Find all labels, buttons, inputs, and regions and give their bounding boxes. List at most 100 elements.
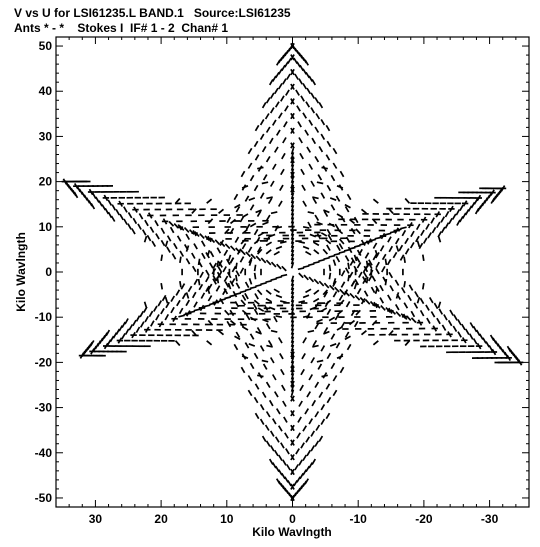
uv-point (323, 330, 330, 335)
uv-point (290, 213, 295, 220)
uv-point (240, 299, 247, 306)
uv-point (322, 289, 329, 296)
uv-point (354, 244, 361, 248)
uv-point (428, 296, 434, 304)
uv-point (275, 294, 283, 299)
uv-point (253, 299, 260, 306)
uv-point (262, 363, 268, 370)
y-tick-label: -50 (35, 491, 53, 505)
uv-point (158, 321, 164, 328)
uv-point (290, 303, 295, 311)
uv-point (314, 301, 320, 309)
uv-point (273, 146, 279, 153)
uv-point (310, 92, 316, 99)
uv-point (164, 313, 170, 321)
uv-point (138, 213, 144, 220)
uv-point (166, 235, 172, 242)
uv-point (338, 294, 344, 301)
uv-point (305, 250, 312, 256)
uv-point (332, 162, 338, 169)
uv-point (451, 213, 457, 220)
uv-point (154, 219, 159, 227)
uv-point (254, 124, 260, 132)
uv-point (359, 242, 366, 246)
uv-point (290, 192, 295, 200)
uv-point (294, 464, 299, 471)
uv-point (404, 197, 411, 204)
uv-point (290, 439, 295, 446)
uv-point (290, 142, 295, 149)
uv-point (290, 468, 295, 476)
uv-point (468, 333, 474, 340)
uv-point (245, 251, 251, 258)
uv-point (290, 156, 295, 164)
y-tick-label: 20 (39, 175, 53, 189)
uv-point (314, 381, 320, 389)
uv-point (160, 239, 166, 247)
uv-point (209, 250, 215, 258)
uv-point (440, 226, 446, 234)
uv-point (151, 240, 157, 248)
uv-point (197, 258, 201, 266)
uv-point (365, 260, 369, 268)
uv-point (344, 206, 350, 213)
uv-point (386, 258, 392, 266)
uv-point (290, 454, 295, 461)
uv-point (257, 374, 264, 378)
uv-point (444, 222, 450, 229)
uv-point (310, 180, 316, 187)
uv-point (297, 267, 305, 271)
uv-point (281, 152, 286, 160)
uv-point (267, 197, 273, 205)
uv-point (244, 288, 252, 292)
uv-point (123, 218, 128, 225)
uv-point (143, 301, 148, 309)
uv-point (336, 213, 344, 218)
uv-point (441, 324, 447, 331)
uv-point (277, 112, 283, 119)
uv-point (169, 226, 175, 234)
uv-point (392, 251, 398, 259)
uv-point (349, 259, 355, 266)
uv-point (165, 301, 170, 309)
uv-point (191, 330, 197, 336)
uv-point (343, 248, 351, 252)
uv-point (200, 240, 206, 247)
uv-point (300, 168, 305, 176)
uv-point (290, 180, 295, 188)
uv-point (255, 255, 262, 262)
uv-point (254, 412, 260, 420)
uv-point (384, 258, 388, 266)
plot-frame (55, 36, 530, 508)
uv-point (306, 391, 312, 398)
uv-point (224, 281, 230, 288)
uv-point (300, 95, 305, 102)
uv-point (280, 368, 285, 376)
uv-point (325, 383, 331, 390)
uv-point (297, 416, 302, 423)
uv-point (207, 283, 213, 291)
uv-point (185, 299, 191, 307)
uv-point (290, 112, 295, 120)
uv-point (339, 170, 345, 178)
uv-point (191, 252, 196, 259)
uv-point (325, 299, 332, 306)
uv-point (207, 319, 214, 326)
uv-point (290, 127, 295, 134)
uv-point (273, 87, 279, 95)
uv-point (403, 280, 406, 288)
uv-point (265, 235, 271, 243)
uv-point (298, 240, 305, 244)
uv-point (447, 319, 453, 327)
uv-point (388, 330, 394, 336)
uv-point (207, 295, 213, 302)
uv-point (164, 296, 169, 304)
uv-point (135, 315, 141, 322)
uv-point (274, 436, 280, 443)
chart-title: V vs U for LSI61235.L BAND.1 Source:LSI6… (14, 6, 291, 20)
uv-point (355, 256, 361, 263)
uv-point (360, 330, 367, 336)
uv-point (222, 288, 227, 296)
uv-point (449, 205, 454, 213)
uv-point (344, 331, 350, 338)
